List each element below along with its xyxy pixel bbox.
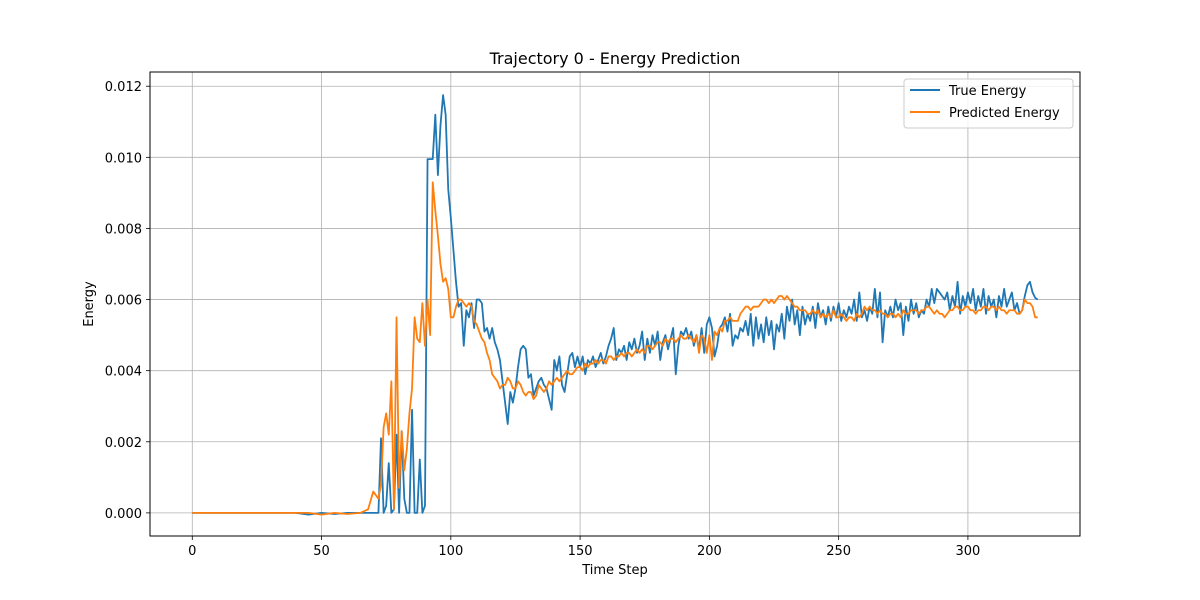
x-tick-label: 300	[956, 544, 981, 559]
legend-label-true-energy: True Energy	[948, 84, 1027, 99]
y-tick-label: 0.000	[105, 507, 142, 522]
legend-box	[903, 78, 1074, 129]
x-tick-label: 50	[313, 544, 330, 559]
plot-frame	[149, 71, 1081, 537]
y-axis-ticks: 0.000 0.002 0.004 0.006 0.008 0.010 0.012	[105, 80, 150, 522]
y-axis-label: Energy	[82, 281, 97, 327]
y-tick-label: 0.010	[105, 151, 142, 166]
y-tick-label: 0.002	[105, 436, 142, 451]
x-tick-label: 150	[568, 544, 593, 559]
legend-label-predicted-energy: Predicted Energy	[949, 106, 1060, 121]
x-tick-label: 200	[697, 544, 722, 559]
y-tick-label: 0.008	[105, 222, 142, 237]
series-lines	[192, 94, 1039, 516]
x-axis-label: Time Step	[581, 563, 648, 578]
y-tick-label: 0.004	[105, 365, 142, 380]
x-tick-label: 0	[188, 544, 196, 559]
y-tick-label: 0.012	[105, 80, 142, 95]
chart-title: Trajectory 0 - Energy Prediction	[489, 49, 741, 68]
predicted-energy-line	[192, 181, 1038, 516]
x-axis-ticks: 0 50 100 150 200 250 300	[188, 536, 980, 559]
legend: True Energy Predicted Energy	[903, 78, 1074, 129]
y-tick-label: 0.006	[105, 294, 142, 309]
x-tick-label: 250	[826, 544, 851, 559]
x-tick-label: 100	[438, 544, 463, 559]
